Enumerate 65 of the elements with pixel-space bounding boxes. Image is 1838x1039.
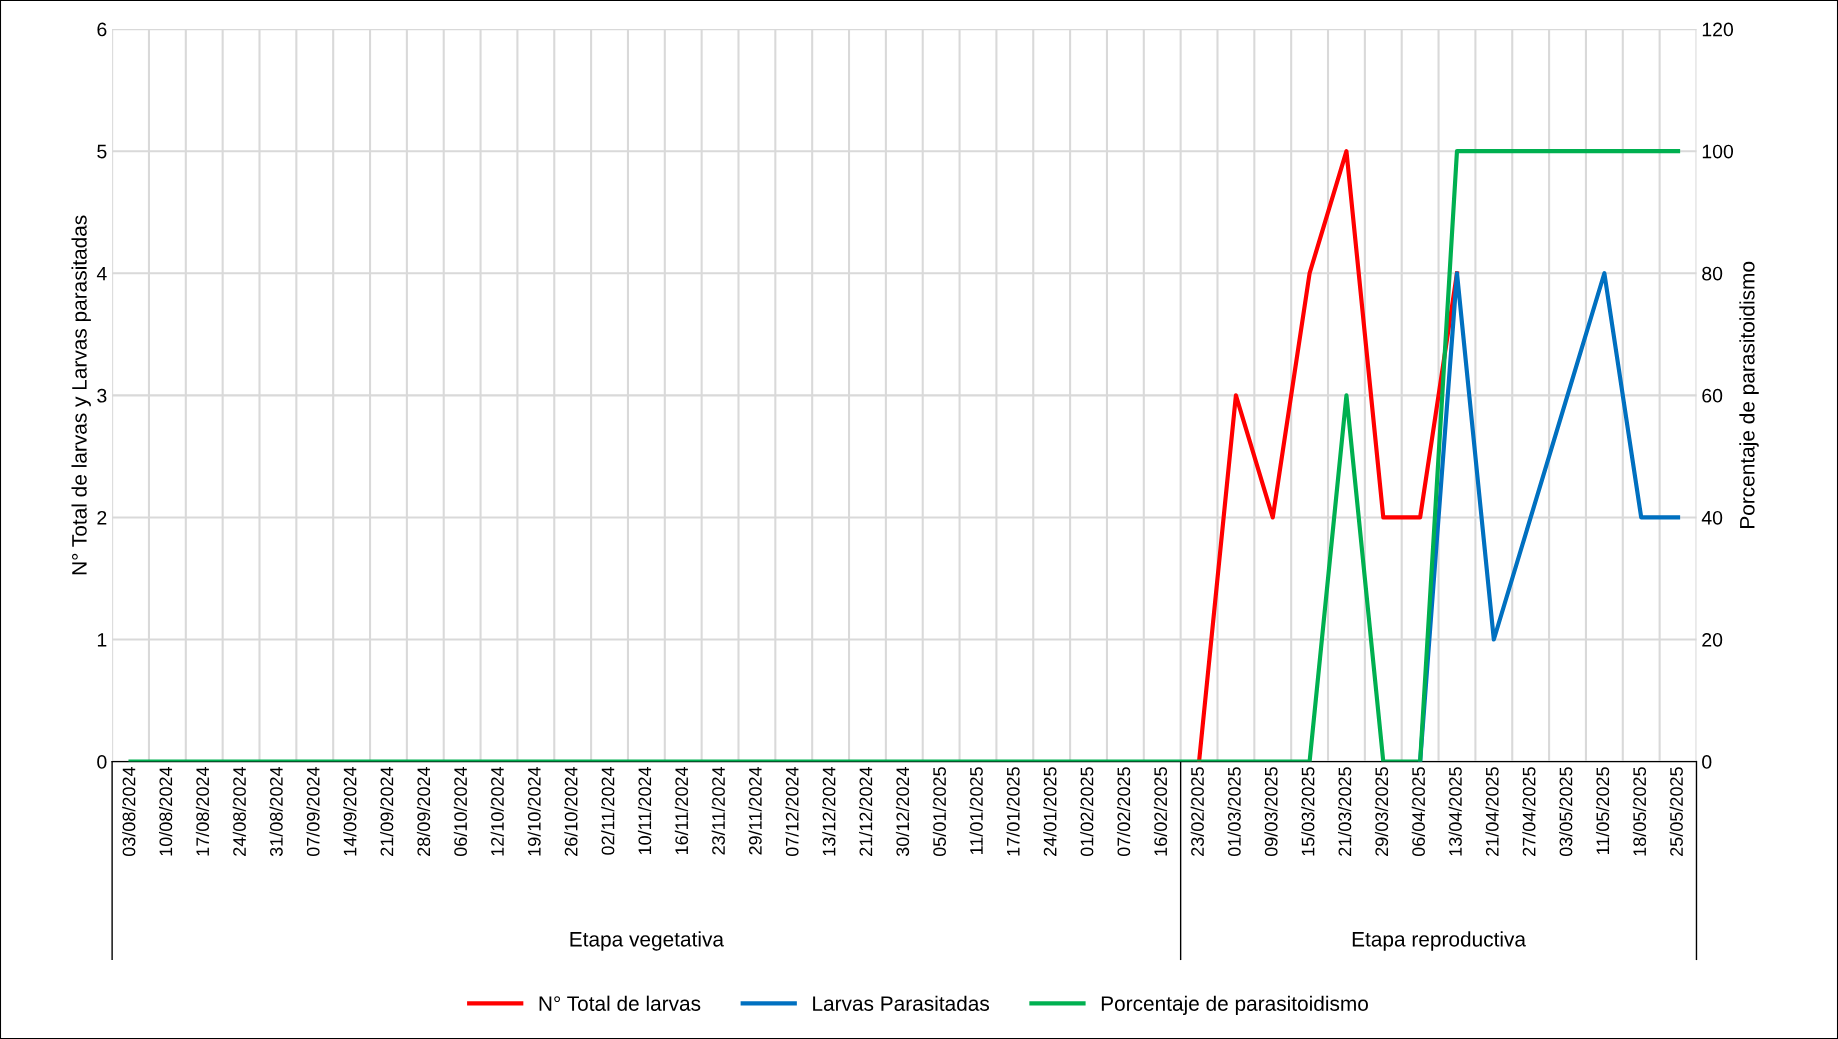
x-tick-label: 21/04/2025 [1485,767,1499,856]
y-axis-title: N° Total de larvas y Larvas parasitadas [71,215,91,575]
x-tick-label: 24/01/2025 [1043,767,1057,856]
x-tick-label: 05/01/2025 [932,767,946,857]
x-tick-label: 18/05/2025 [1632,767,1647,856]
x-tick-label: 07/02/2025 [1116,767,1131,857]
x-tick-label: 17/08/2024 [195,766,210,856]
x-tick-label: 06/04/2025 [1411,767,1425,857]
x-tick-label: 10/11/2024 [637,766,652,855]
y-tick-label: 5 [97,144,107,159]
x-tick-label: 01/02/2025 [1080,767,1094,857]
x-tick-label: 13/12/2024 [822,766,836,856]
x-tick-label: 21/09/2024 [380,766,394,856]
x-tick-label: 13/04/2025 [1448,767,1462,856]
x-tick-label: 26/10/2024 [564,766,578,856]
x-tick-label: 14/09/2024 [343,766,357,856]
x-tick-label: 21/12/2024 [859,766,873,856]
x-tick-label: 23/11/2024 [711,766,725,855]
x-tick-label: 01/03/2025 [1227,767,1241,857]
line-series [1196,149,1460,762]
x-tick-label: 11/01/2025 [969,767,983,855]
x-tick-label: 29/11/2024 [748,766,762,855]
y-tick-label: 6 [97,22,107,37]
x-tick-label: 30/12/2024 [895,766,910,857]
x-tick-label: 11/05/2025 [1595,767,1610,855]
y-tick-label: 2 [97,510,107,525]
x-tick-label: 09/03/2025 [1264,767,1278,857]
legend-label: Larvas Parasitadas [813,995,990,1011]
x-tick-label: 21/03/2025 [1338,767,1352,856]
text: Etapa reproductiva [1352,931,1526,951]
x-tick-label: 06/10/2024 [453,766,467,857]
y2-tick-label: 20 [1702,632,1723,647]
x-tick-label: 23/02/2025 [1190,767,1204,856]
x-tick-label: 07/09/2024 [306,766,320,857]
y2-tick-label: 60 [1702,388,1723,403]
y-tick-label: 1 [97,633,107,647]
text: Etapa vegetativa [570,931,724,951]
y-tick-label: 0 [97,755,107,769]
x-tick-label: 16/02/2025 [1153,767,1168,856]
x-tick-label: 31/08/2024 [269,766,283,857]
x-tick-label: 10/08/2024 [158,766,173,856]
x-tick-label: 27/04/2025 [1522,767,1536,856]
x-tick-label: 03/08/2024 [122,766,136,857]
legend-label: Porcentaje de parasitoidismo [1101,995,1368,1016]
y-tick-label: 4 [96,266,107,281]
x-tick-label: 07/12/2024 [785,766,799,857]
x-tick-label: 17/01/2025 [1006,767,1020,856]
x-tick-label: 15/03/2025 [1301,767,1315,856]
y2-tick-label: 40 [1701,510,1723,525]
legend-label: N° Total de larvas [539,995,701,1011]
y2-tick-label: 0 [1702,755,1712,769]
y-tick-label: 3 [97,388,107,403]
y2-axis-title: Porcentaje de parasitoidismo [1739,261,1759,528]
x-tick-label: 02/11/2024 [601,766,615,855]
y2-tick-label: 100 [1702,144,1734,159]
x-tick-label: 24/08/2024 [232,766,246,856]
x-tick-label: 28/09/2024 [416,766,431,856]
x-tick-label: 03/05/2025 [1559,767,1573,857]
y2-tick-label: 80 [1702,266,1723,281]
x-tick-label: 12/10/2024 [490,766,504,856]
y2-tick-label: 120 [1702,22,1734,37]
x-tick-label: 16/11/2024 [674,766,689,855]
x-tick-label: 29/03/2025 [1374,767,1389,856]
x-tick-label: 25/05/2025 [1669,767,1683,856]
x-tick-label: 19/10/2024 [527,766,541,856]
